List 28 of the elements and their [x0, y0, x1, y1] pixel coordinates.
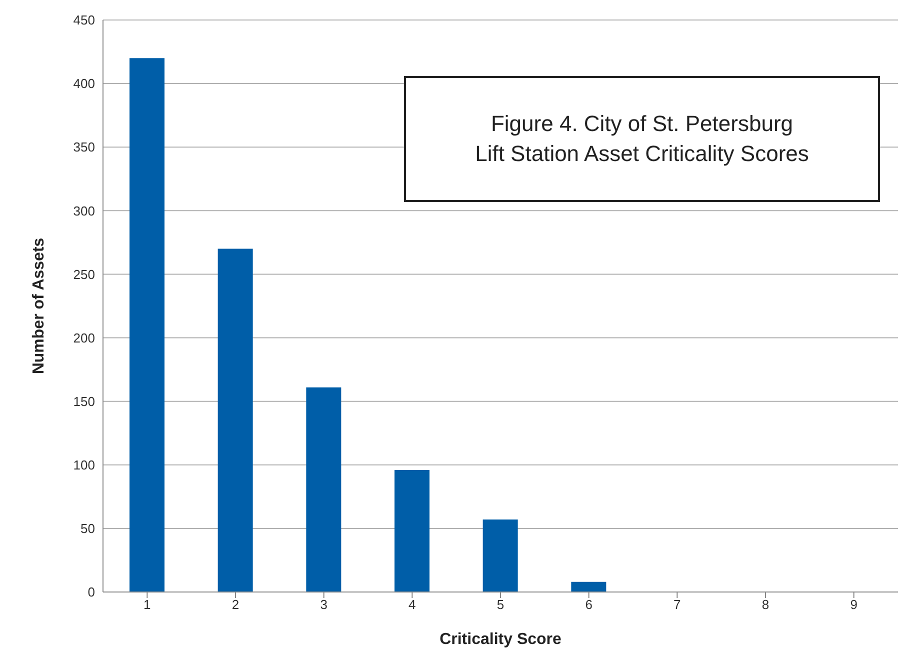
- x-tick-label: 4: [408, 597, 416, 612]
- x-tick-label: 1: [144, 597, 151, 612]
- y-tick-label: 350: [73, 140, 95, 155]
- x-axis-title: Criticality Score: [440, 631, 562, 648]
- y-tick-label: 400: [73, 76, 95, 92]
- bar: [394, 470, 430, 592]
- x-tick-label: 3: [320, 597, 328, 612]
- y-tick-label: 150: [73, 394, 95, 409]
- x-tick-label: 7: [674, 597, 681, 612]
- bar: [306, 387, 342, 592]
- x-tick-label: 9: [850, 597, 858, 612]
- y-axis-title: Number of Assets: [30, 238, 48, 374]
- y-tick-label: 300: [73, 203, 95, 218]
- y-tick-label: 250: [73, 266, 95, 282]
- bar: [482, 520, 518, 592]
- x-tick-label: 6: [585, 597, 592, 612]
- y-tick-label: 100: [73, 458, 95, 473]
- bar: [571, 582, 606, 592]
- x-tick-label: 5: [496, 597, 504, 612]
- x-tick-label: 8: [762, 597, 770, 612]
- y-tick-label: 450: [73, 12, 95, 28]
- y-tick-label: 50: [80, 521, 95, 536]
- title-frame: Figure 4. City of St. Petersburg Lift Station Asset Criticality Scores: [404, 76, 880, 202]
- bar: [130, 58, 164, 592]
- bar: [218, 248, 253, 592]
- y-tick-label: 200: [73, 330, 95, 346]
- y-tick-label: 0: [88, 584, 95, 600]
- x-tick-label: 2: [232, 597, 240, 612]
